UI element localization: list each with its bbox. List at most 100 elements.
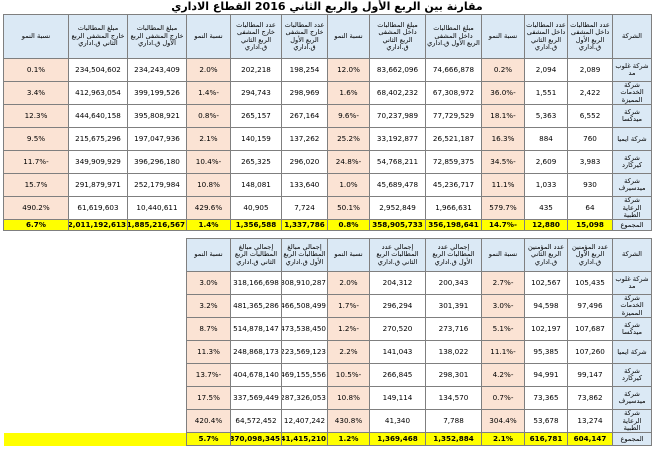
- value-cell: 70,237,989: [369, 104, 426, 129]
- value-cell: 270,520: [369, 317, 426, 342]
- value-cell: 83,662,096: [369, 58, 426, 82]
- growth-rate-cell: 16.3%: [481, 127, 525, 152]
- value-cell: 234,504,602: [68, 58, 128, 82]
- value-cell: 1,966,631: [425, 196, 482, 221]
- column-header: مبلغ المطالبات داخل المشفى الربع الأول ق…: [425, 14, 482, 59]
- growth-rate-cell: 3.0%: [186, 271, 231, 295]
- company-name: شركة كيركارد: [612, 363, 652, 388]
- value-cell: 54,768,211: [369, 150, 426, 175]
- column-header: نسبة النمو: [186, 238, 231, 272]
- growth-rate-cell: 2.0%: [327, 271, 370, 295]
- table-row: شركة ايميا 107,260 95,385 -11.1% 138,022 141,…: [3, 340, 652, 365]
- growth-rate-cell: 12.3%: [3, 104, 69, 129]
- growth-rate-cell: 11.3%: [186, 340, 231, 365]
- spacer: [3, 271, 187, 295]
- value-cell: 337,569,449: [230, 386, 282, 411]
- growth-rate-cell: -11.1%: [481, 340, 525, 365]
- table-row: شركة غلوب مد 2,089 2,094 0.2% 74,666,878 83,6…: [3, 58, 652, 82]
- spacer: [3, 386, 187, 410]
- spacer: [3, 340, 187, 364]
- table-row: شركة الخدمات المميزة 97,496 94,598 -3.0% 301…: [3, 293, 652, 319]
- value-cell: 287,326,053: [281, 386, 328, 411]
- growth-rate-cell: -13.7%: [186, 363, 231, 388]
- value-cell: 273,716: [425, 317, 482, 342]
- value-cell: 1,033: [524, 173, 568, 198]
- growth-rate-cell: 0.1%: [3, 58, 69, 82]
- table-row: شركة ايميا 760 884 16.3% 26,521,187 33,192,87…: [3, 127, 652, 152]
- value-cell: 7,788: [425, 409, 482, 434]
- header-row: الشركة عدد المطالبات داخل المشفى الربع ال…: [3, 14, 652, 59]
- value-cell: 248,868,173: [230, 340, 282, 365]
- growth-rate-cell: -4.2%: [481, 363, 525, 388]
- table-row: شركة الرعاية الطبية 64 435 579.7% 1,966,631 2…: [3, 196, 652, 221]
- table-row: شركة ميدسيرف 930 1,033 11.1% 45,236,717 45,68…: [3, 173, 652, 198]
- company-name: شركة الرعاية الطبية: [612, 409, 652, 434]
- company-name: شركة غلوب مد: [612, 271, 652, 295]
- growth-rate-cell: 8.7%: [186, 317, 231, 342]
- column-header: عدد المطالبات داخل المشفى الربع الثاني ق…: [524, 14, 568, 59]
- value-cell: 94,991: [524, 363, 568, 388]
- value-cell: 2,952,849: [369, 196, 426, 221]
- growth-rate-cell: 25.2%: [327, 127, 370, 152]
- company-name: شركة الرعاية الطبية: [612, 196, 652, 221]
- value-cell: 296,020: [281, 150, 328, 175]
- column-header: عدد المؤمنين الربع الأول ق.اداري: [567, 238, 613, 272]
- value-cell: 64,572,452: [230, 409, 282, 434]
- company-name: شركة ايميا: [612, 340, 652, 365]
- value-cell: 140,159: [230, 127, 282, 152]
- column-header: عدد المؤمنين الربع الثاني ق.اداري: [524, 238, 568, 272]
- value-cell: 404,678,140: [230, 363, 282, 388]
- total-cell: 6.7%: [3, 219, 69, 232]
- value-cell: 223,569,123: [281, 340, 328, 365]
- value-cell: 412,963,054: [68, 80, 128, 106]
- total-cell: 1,356,588: [230, 219, 282, 232]
- table-row: شركة كيركارد 3,983 2,609 -34.5% 72,859,375 54…: [3, 150, 652, 175]
- growth-rate-cell: 304.4%: [481, 409, 525, 434]
- total-row: المجموع 15,098 12,880 -14.7% 356,198,641 358,…: [3, 219, 652, 232]
- value-cell: 61,619,603: [68, 196, 128, 221]
- value-cell: 1,551: [524, 80, 568, 106]
- company-name: شركة الخدمات المميزة: [612, 293, 652, 319]
- total-label: المجموع: [612, 432, 652, 447]
- value-cell: 514,878,147: [230, 317, 282, 342]
- growth-rate-cell: 420.4%: [186, 409, 231, 434]
- value-cell: 930: [567, 173, 613, 198]
- growth-rate-cell: -1.4%: [186, 80, 231, 106]
- company-name: شركة ايميا: [612, 127, 652, 152]
- column-header: الشركة: [612, 14, 652, 59]
- company-name: شركة ميدسيرف: [612, 386, 652, 411]
- table-row: شركة كيركارد 99,147 94,991 -4.2% 298,301 266,…: [3, 363, 652, 388]
- value-cell: 215,675,296: [68, 127, 128, 152]
- company-name: شركة الخدمات المميزة: [612, 80, 652, 106]
- growth-rate-cell: -34.5%: [481, 150, 525, 175]
- column-header: عدد المطالبات خارج المشفى الربع الأول ق.…: [281, 14, 328, 59]
- header-row: الشركة عدد المؤمنين الربع الأول ق.اداري عد…: [3, 238, 652, 272]
- growth-rate-cell: -9.6%: [327, 104, 370, 129]
- value-cell: 444,640,158: [68, 104, 128, 129]
- spacer: [3, 432, 187, 446]
- total-cell: 2.1%: [481, 432, 525, 447]
- growth-rate-cell: 17.5%: [186, 386, 231, 411]
- growth-rate-cell: 12.0%: [327, 58, 370, 82]
- growth-rate-cell: -0.8%: [186, 104, 231, 129]
- total-cell: 15,098: [567, 219, 613, 232]
- value-cell: 67,308,972: [425, 80, 482, 106]
- growth-rate-cell: -2.7%: [481, 271, 525, 295]
- value-cell: 137,262: [281, 127, 328, 152]
- column-header: نسبة النمو: [481, 14, 525, 59]
- column-header: الشركة: [612, 238, 652, 272]
- company-name: شركة غلوب مد: [612, 58, 652, 82]
- value-cell: 399,199,526: [127, 80, 187, 106]
- column-header: مبلغ المطالبات داخل المشفى الربع الثاني …: [369, 14, 426, 59]
- table-row: شركة الرعاية الطبية 13,274 53,678 304.4% 7,7…: [3, 409, 652, 434]
- growth-rate-cell: -1.2%: [327, 317, 370, 342]
- value-cell: 102,197: [524, 317, 568, 342]
- spacer: [3, 238, 187, 272]
- value-cell: 41,340: [369, 409, 426, 434]
- value-cell: 349,909,929: [68, 150, 128, 175]
- company-name: شركة ميدسيرف: [612, 173, 652, 198]
- column-header: نسبة النمو: [186, 14, 231, 59]
- growth-rate-cell: -11.7%: [3, 150, 69, 175]
- value-cell: 6,552: [567, 104, 613, 129]
- value-cell: 138,022: [425, 340, 482, 365]
